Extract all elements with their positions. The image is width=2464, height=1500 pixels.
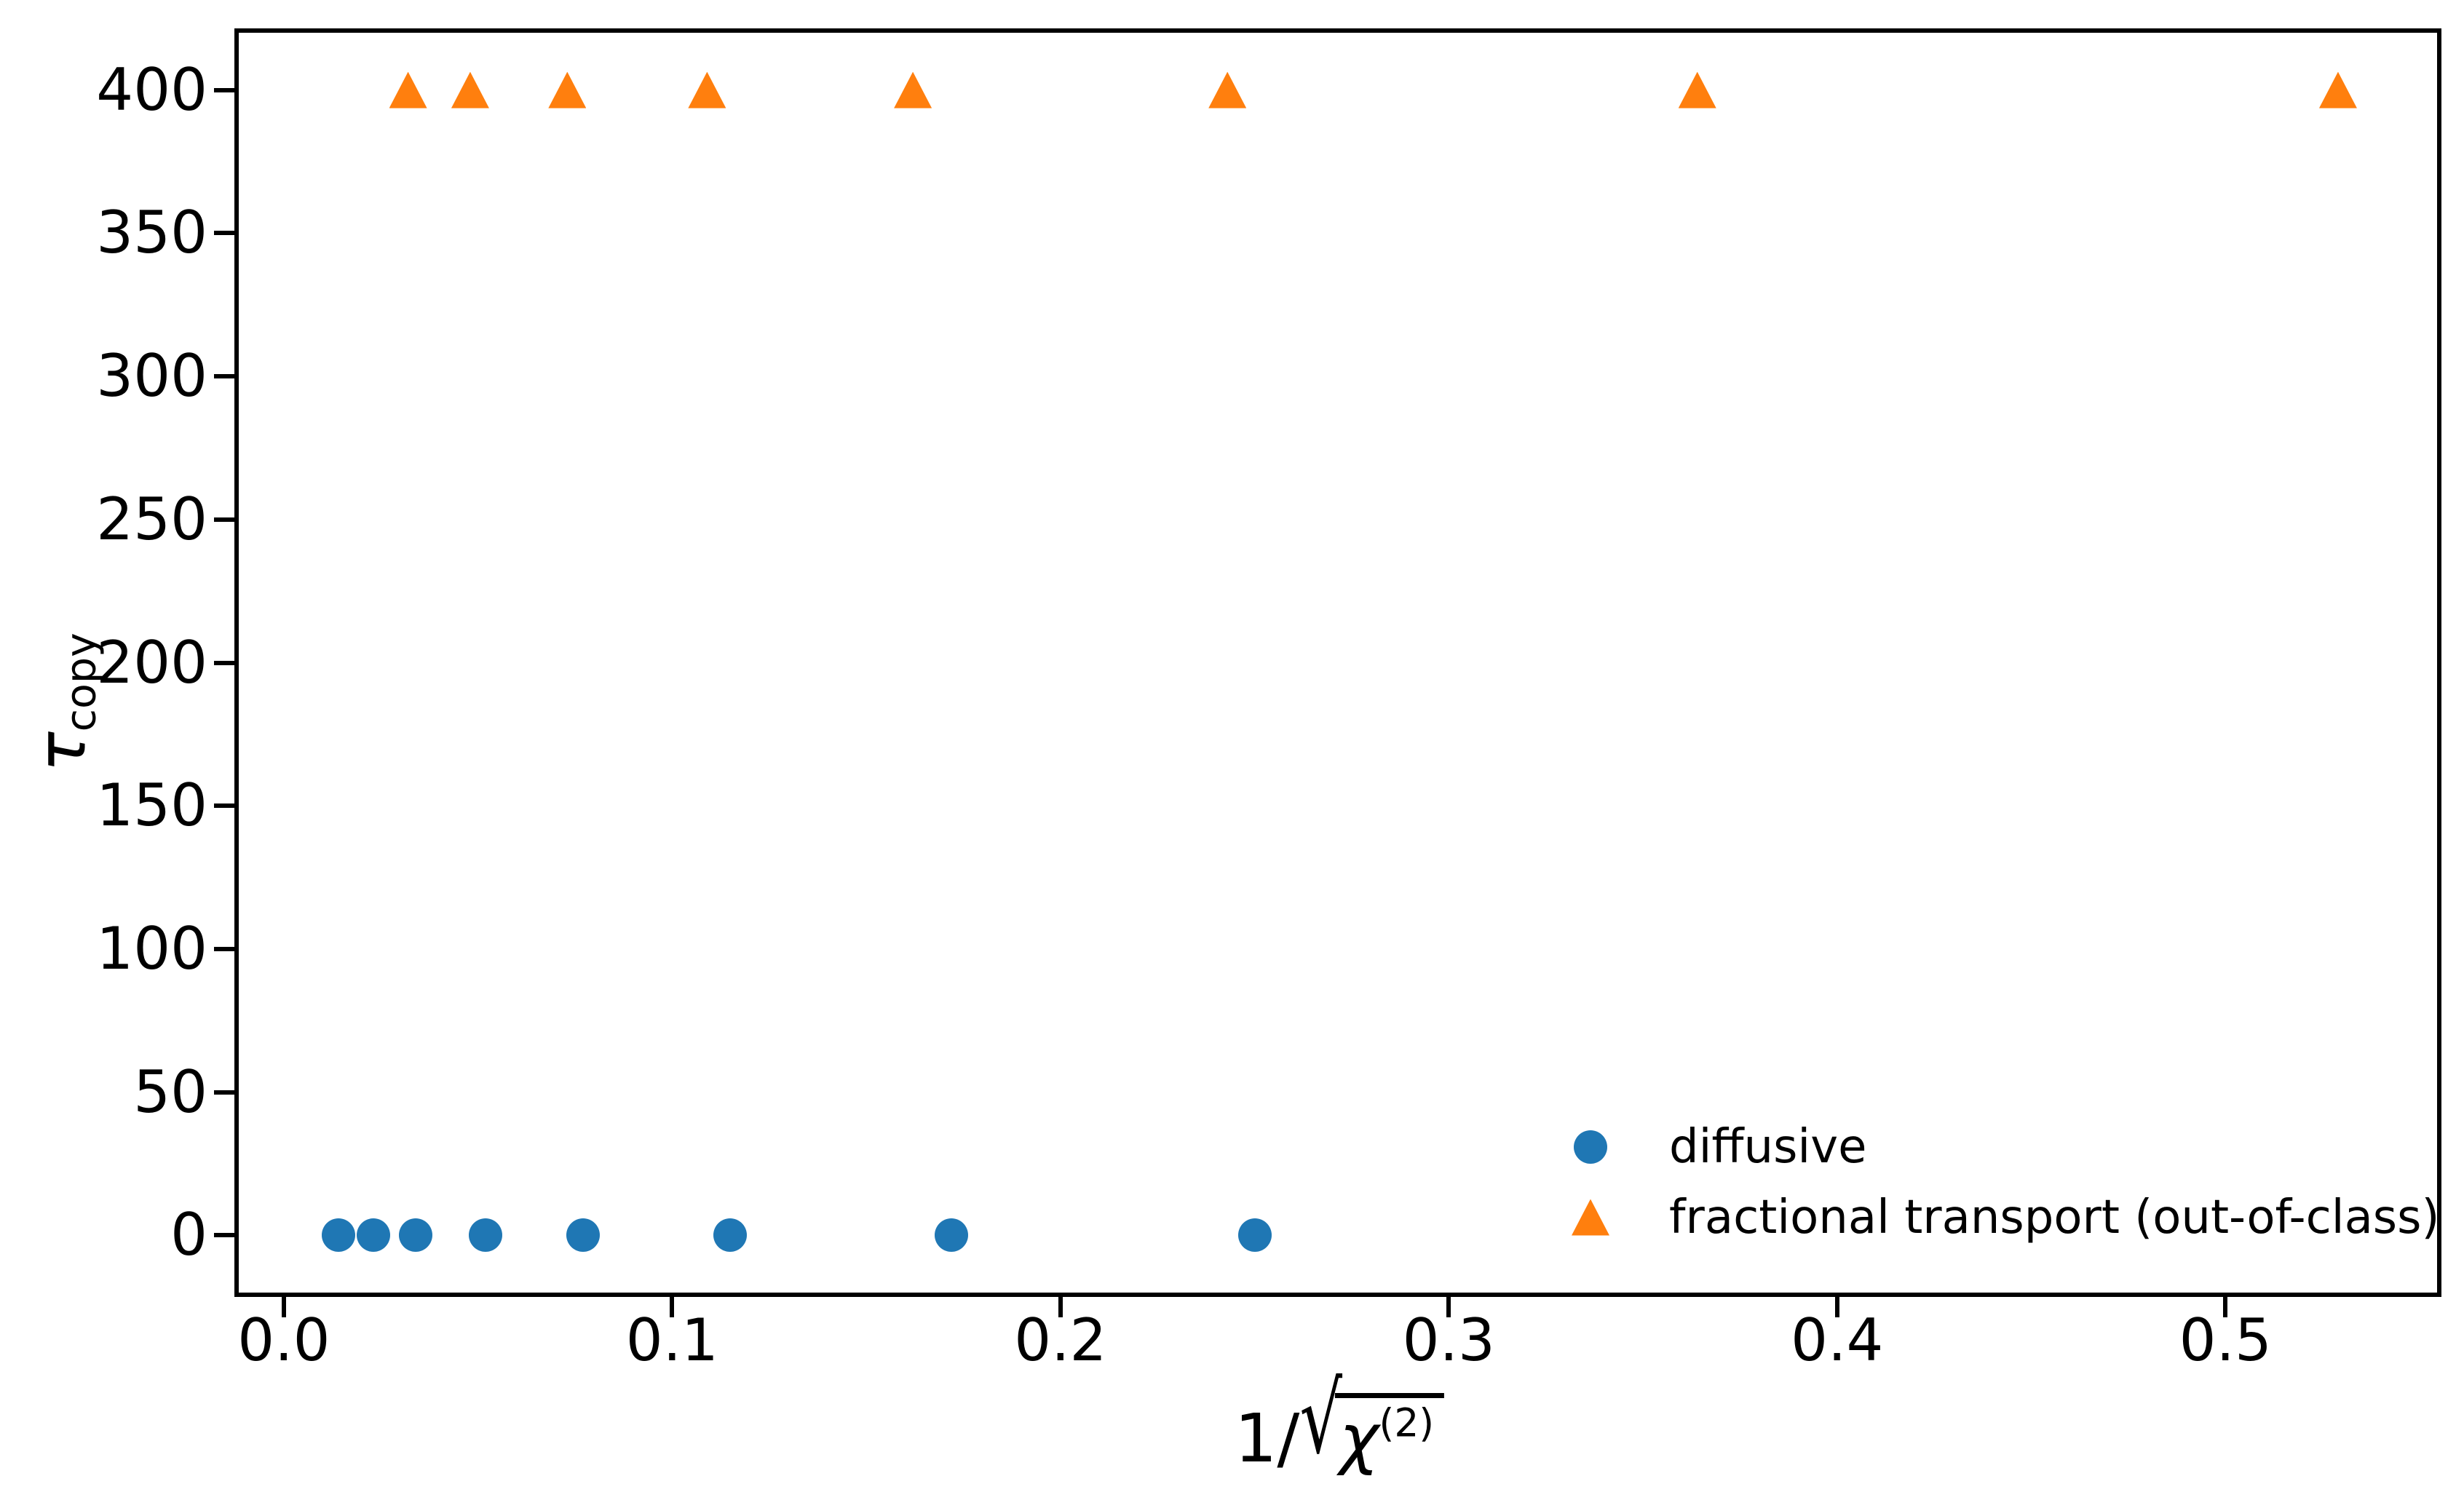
legend-marker-circle-icon	[1574, 1130, 1607, 1164]
y-axis-tick-label: 400	[96, 55, 207, 124]
y-axis-tick	[214, 660, 234, 665]
chi-superscript: (2)	[1379, 1400, 1435, 1446]
y-axis-tick	[214, 231, 234, 236]
x-axis-tick	[2223, 1297, 2228, 1317]
y-axis-tick	[214, 517, 234, 522]
y-axis-tick	[214, 1090, 234, 1095]
y-axis-tick-label: 250	[96, 485, 207, 553]
y-axis-tick-label: 50	[133, 1057, 207, 1126]
y-axis-tick-label: 100	[96, 914, 207, 983]
x-axis-tick-label: 0.4	[1791, 1306, 1884, 1374]
scatter-point-circle	[356, 1218, 390, 1253]
chi-symbol: χ	[1339, 1400, 1379, 1477]
y-axis-tick	[214, 946, 234, 951]
legend-item: diffusive	[1572, 1111, 2439, 1182]
x-axis-tick	[1446, 1297, 1451, 1317]
scatter-point-circle	[935, 1218, 969, 1253]
scatter-point-circle	[469, 1218, 503, 1253]
y-axis-tick-label: 200	[96, 628, 207, 697]
x-axis-tick-label: 0.3	[1402, 1306, 1495, 1374]
legend-item: fractional transport (out-of-class)	[1572, 1182, 2439, 1253]
sqrt-radical-icon: √	[1299, 1362, 1343, 1476]
y-axis-tick	[214, 803, 234, 809]
y-axis-tick-label: 0	[170, 1201, 207, 1269]
x-axis-tick-label: 0.2	[1014, 1306, 1107, 1374]
y-axis-tick-label: 350	[96, 199, 207, 267]
scatter-point-circle	[321, 1218, 355, 1253]
scatter-point-circle	[566, 1218, 600, 1253]
x-axis-tick	[1058, 1297, 1063, 1317]
legend-marker-box	[1572, 1130, 1609, 1164]
legend-item-label: diffusive	[1669, 1119, 1867, 1174]
x-axis-tick-label: 0.0	[237, 1306, 330, 1374]
plot-area	[234, 28, 2441, 1297]
sqrt-radicand-group: χ(2)	[1335, 1393, 1445, 1477]
y-axis-tick-label: 300	[96, 342, 207, 410]
legend-marker-box	[1572, 1199, 1609, 1236]
legend: diffusive fractional transport (out-of-cl…	[1572, 1111, 2439, 1253]
x-axis-tick	[670, 1297, 675, 1317]
scatter-point-circle	[713, 1218, 748, 1253]
x-axis-label-prefix: 1/	[1234, 1400, 1300, 1477]
x-axis-tick-label: 0.1	[625, 1306, 718, 1374]
x-axis-label: 1/√χ(2)	[1234, 1362, 1445, 1477]
scatter-point-circle	[399, 1218, 433, 1253]
y-axis-tick	[214, 1233, 234, 1238]
x-axis-tick	[1834, 1297, 1839, 1317]
x-axis-tick-label: 0.5	[2179, 1306, 2272, 1374]
y-axis-tick-label: 150	[96, 771, 207, 840]
x-axis-tick	[281, 1297, 286, 1317]
y-axis-tick	[214, 374, 234, 379]
legend-marker-triangle-up-icon	[1572, 1199, 1609, 1236]
scatter-point-circle	[1237, 1218, 1272, 1253]
y-axis-tick	[214, 87, 234, 92]
legend-item-label: fractional transport (out-of-class)	[1669, 1190, 2440, 1245]
tau-symbol: τ	[23, 731, 101, 772]
